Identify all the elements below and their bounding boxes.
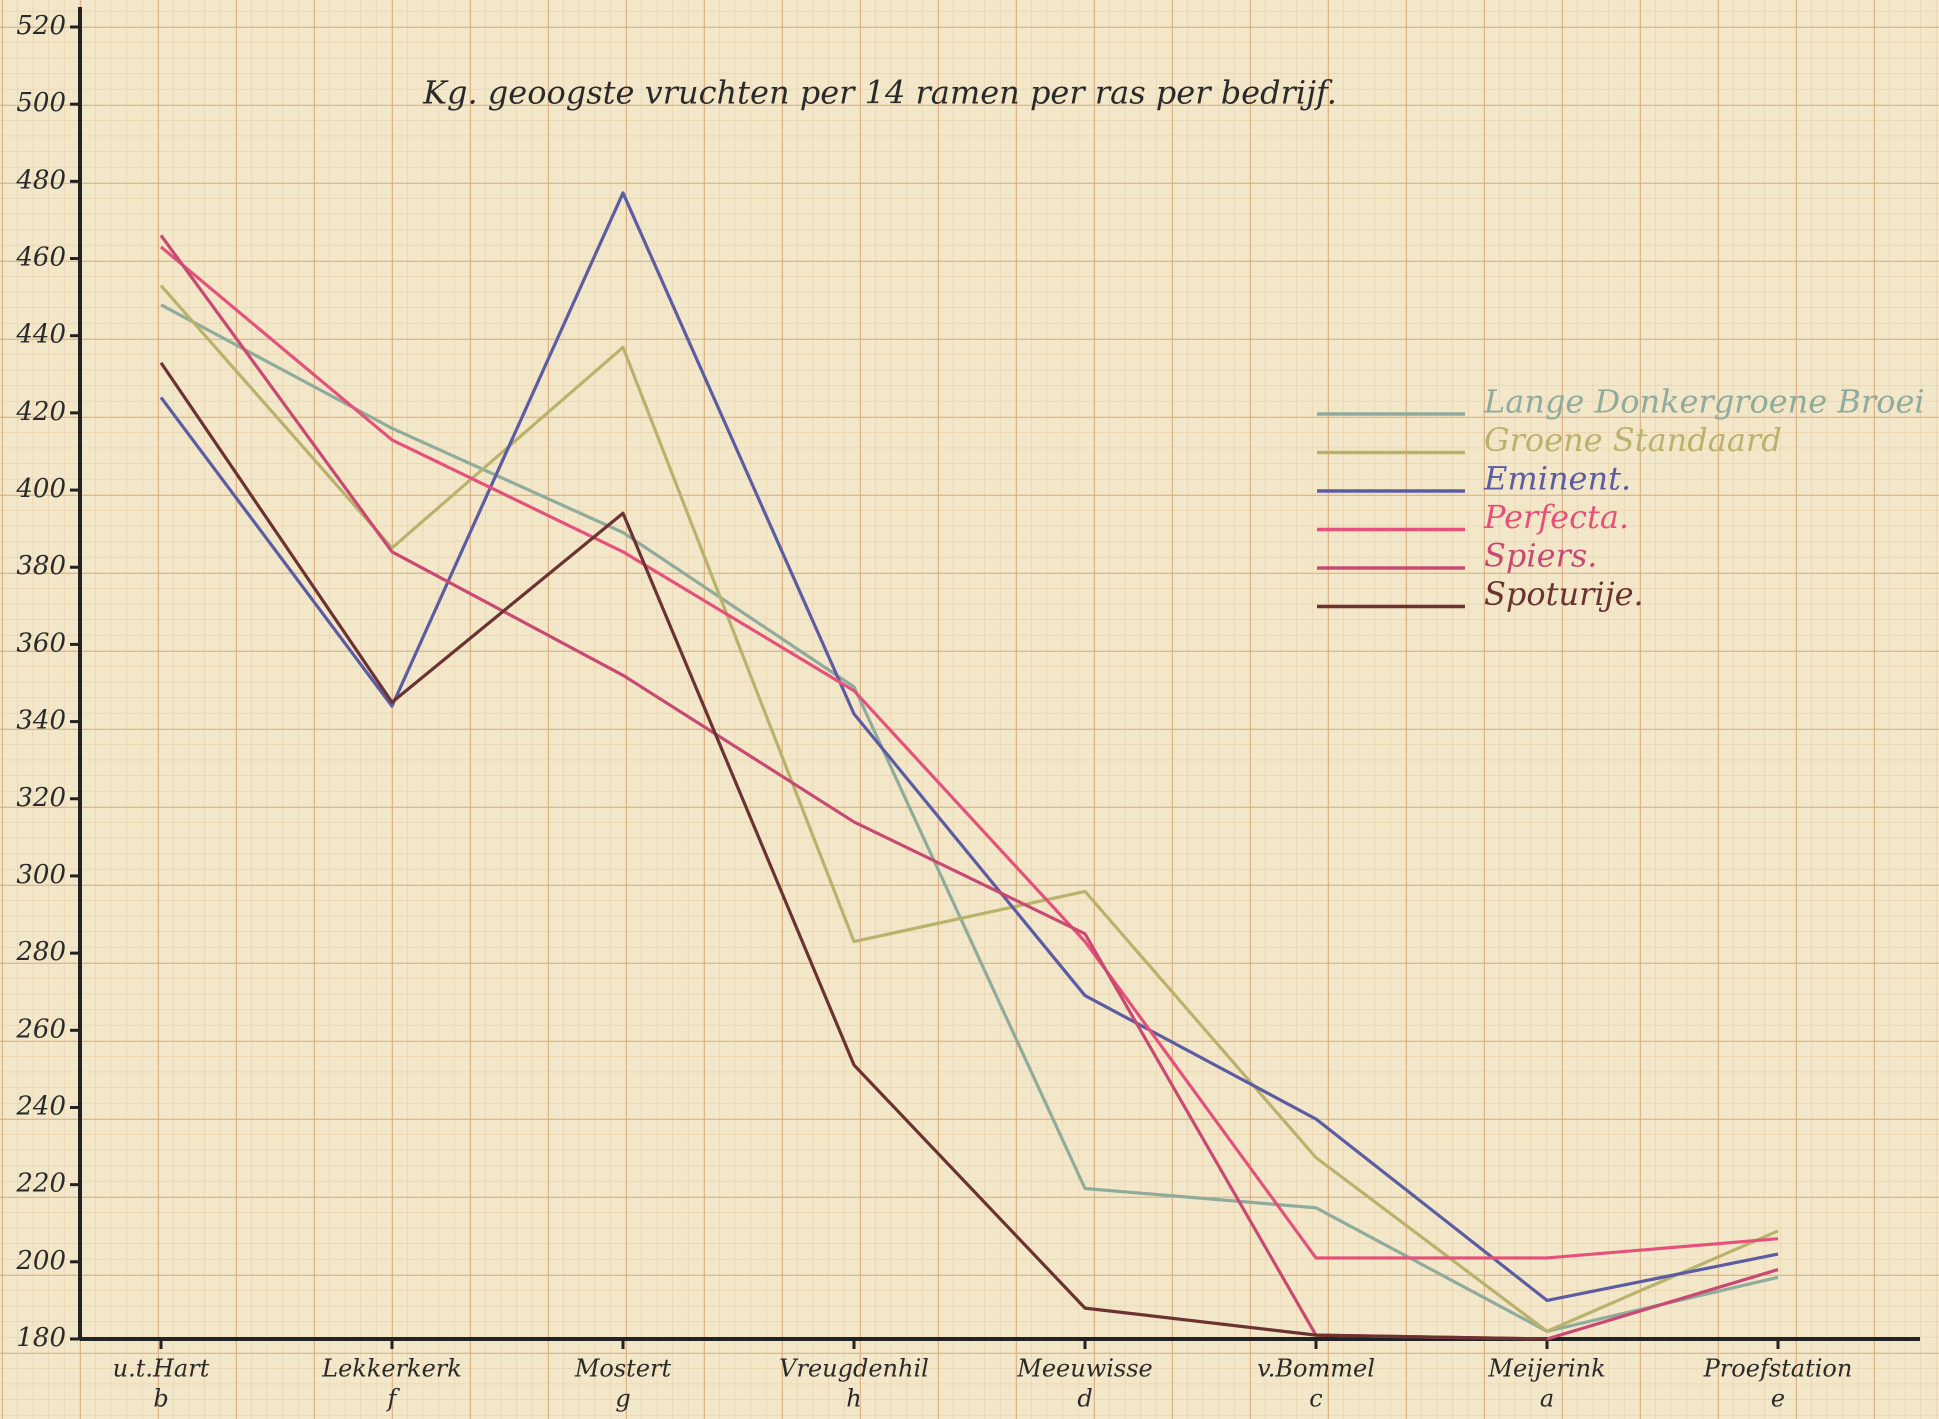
y-tick-label: 500 bbox=[16, 88, 66, 118]
x-tick-label: u.t.Hart bbox=[113, 1355, 210, 1383]
x-tick-label: Proefstation bbox=[1703, 1355, 1853, 1383]
series-line bbox=[159, 361, 1548, 1341]
y-tick-label: 220 bbox=[15, 1169, 66, 1199]
x-tick-code: e bbox=[1771, 1385, 1785, 1413]
y-tick-label: 480 bbox=[15, 165, 66, 195]
x-tick-label: Mostert bbox=[574, 1355, 672, 1383]
y-tick-label: 200 bbox=[15, 1246, 66, 1276]
y-tick-label: 520 bbox=[16, 11, 66, 41]
legend-label: Spoturije. bbox=[1484, 575, 1644, 613]
chart-title: Kg. geoogste vruchten per 14 ramen per r… bbox=[422, 74, 1337, 112]
x-tick-label: Vreugdenhil bbox=[779, 1355, 929, 1383]
x-tick-label: Meeuwisse bbox=[1016, 1355, 1153, 1383]
series-line bbox=[159, 191, 1779, 1303]
x-tick-code: b bbox=[153, 1385, 168, 1413]
x-tick-code: d bbox=[1077, 1385, 1092, 1413]
y-tick-label: 380 bbox=[16, 551, 66, 581]
y-tick-label: 300 bbox=[16, 860, 66, 890]
y-tick-label: 360 bbox=[16, 628, 66, 658]
y-tick-label: 340 bbox=[16, 706, 66, 736]
legend-label: Groene Standaard bbox=[1484, 421, 1782, 459]
y-tick-label: 440 bbox=[15, 320, 66, 350]
x-tick-code: g bbox=[615, 1385, 630, 1413]
series-line bbox=[159, 284, 1779, 1333]
legend-label: Perfecta. bbox=[1483, 498, 1629, 536]
y-tick-label: 240 bbox=[15, 1091, 66, 1121]
series-line bbox=[159, 245, 1779, 1260]
legend-label: Lange Donkergroene Broei bbox=[1483, 383, 1925, 421]
x-tick-code: a bbox=[1540, 1385, 1554, 1413]
legend-label: Spiers. bbox=[1484, 537, 1597, 575]
y-tick-label: 260 bbox=[15, 1014, 66, 1044]
x-tick-code: c bbox=[1309, 1385, 1322, 1413]
y-tick-label: 180 bbox=[16, 1323, 66, 1353]
y-tick-label: 280 bbox=[15, 937, 66, 967]
y-tick-label: 400 bbox=[15, 474, 66, 504]
x-tick-label: Meijerink bbox=[1487, 1355, 1605, 1383]
x-tick-label: Lekkerkerk bbox=[321, 1355, 462, 1383]
y-tick-label: 320 bbox=[16, 783, 66, 813]
y-tick-label: 460 bbox=[15, 243, 66, 273]
x-tick-label: v.Bommel bbox=[1257, 1355, 1375, 1383]
y-tick-label: 420 bbox=[15, 397, 66, 427]
legend-label: Eminent. bbox=[1483, 460, 1631, 498]
series-line bbox=[160, 303, 1779, 1333]
x-tick-code: h bbox=[846, 1385, 861, 1413]
